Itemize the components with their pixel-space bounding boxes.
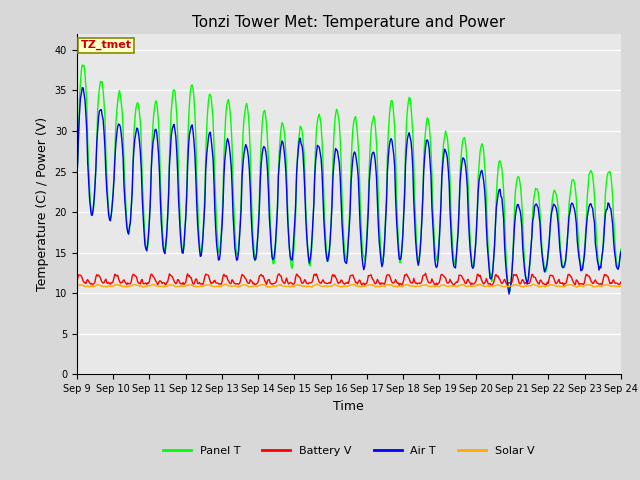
Air T [617,249,625,255]
Air T [79,85,86,91]
Battery V [73,280,81,286]
Battery V [422,270,429,276]
Y-axis label: Temperature (C) / Power (V): Temperature (C) / Power (V) [36,117,49,291]
Solar V [331,281,339,287]
Air T [394,247,402,252]
Panel T [320,194,328,200]
Battery V [319,277,327,283]
Panel T [483,225,491,231]
Solar V [484,283,492,289]
Solar V [617,283,625,289]
Battery V [169,276,177,281]
Air T [214,250,221,255]
X-axis label: Time: Time [333,400,364,413]
Line: Panel T: Panel T [77,65,621,291]
Panel T [79,62,86,68]
Panel T [617,246,625,252]
Battery V [438,272,445,277]
Text: TZ_tmet: TZ_tmet [81,40,131,50]
Air T [170,121,178,127]
Solar V [73,283,81,288]
Panel T [73,175,81,181]
Battery V [213,280,221,286]
Battery V [394,280,401,286]
Title: Tonzi Tower Met: Temperature and Power: Tonzi Tower Met: Temperature and Power [192,15,506,30]
Line: Solar V: Solar V [77,284,621,287]
Air T [505,291,513,297]
Solar V [308,284,316,290]
Panel T [506,288,514,294]
Battery V [617,279,625,285]
Solar V [438,282,445,288]
Line: Air T: Air T [77,88,621,294]
Solar V [169,282,177,288]
Solar V [213,283,221,289]
Battery V [396,283,403,288]
Solar V [320,283,328,289]
Air T [437,201,445,206]
Air T [483,243,491,249]
Line: Battery V: Battery V [77,273,621,286]
Legend: Panel T, Battery V, Air T, Solar V: Panel T, Battery V, Air T, Solar V [159,441,539,460]
Battery V [484,281,492,287]
Panel T [170,87,178,93]
Air T [73,176,81,181]
Solar V [396,283,403,289]
Air T [320,216,328,222]
Panel T [437,199,445,205]
Panel T [394,235,402,241]
Panel T [214,236,221,242]
